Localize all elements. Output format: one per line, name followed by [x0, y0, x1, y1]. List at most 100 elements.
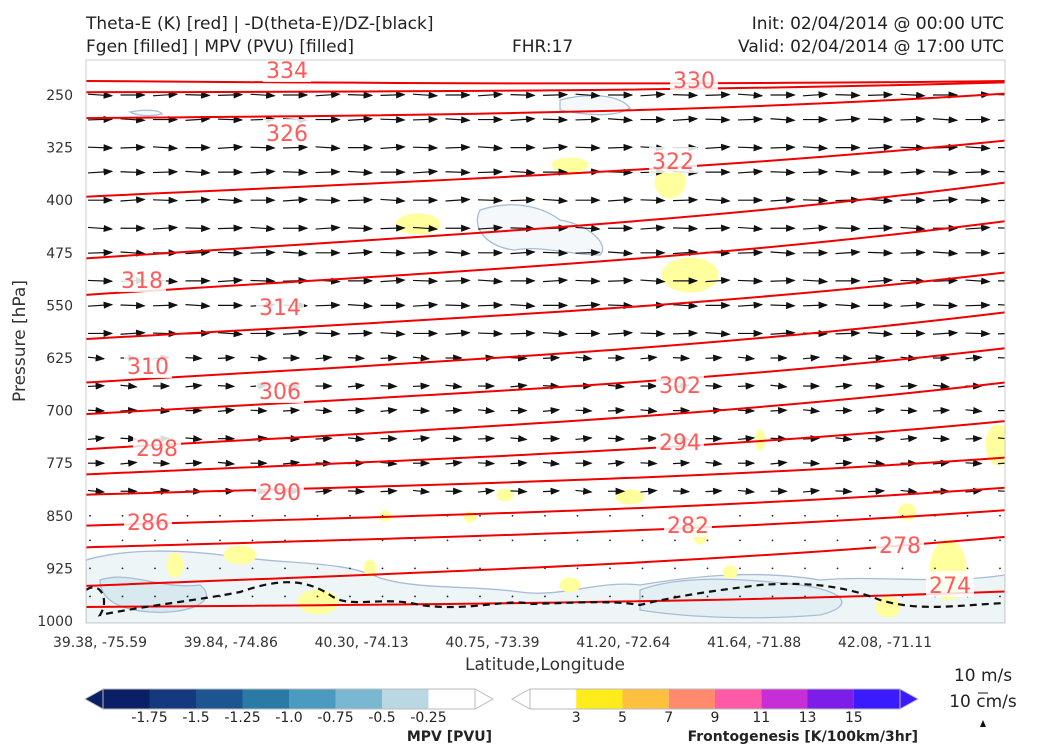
wind-vector: [87, 301, 114, 309]
wind-vector: [542, 407, 561, 415]
wind-vector: [965, 277, 991, 285]
theta-e-label: 322: [652, 150, 694, 175]
wind-vector: [607, 196, 634, 204]
wind-vector: [511, 514, 514, 517]
theta-e-label: 290: [259, 481, 301, 506]
wind-vector: [315, 487, 333, 495]
wind-vector: [609, 595, 611, 598]
wind-vector: [672, 459, 691, 467]
wind-vector: [445, 277, 471, 285]
wind-vector: [186, 595, 189, 598]
theta-e-label: 310: [127, 355, 169, 380]
wind-vector: [412, 91, 439, 99]
wind-vector: [347, 487, 366, 495]
wind-vector: [771, 539, 774, 542]
wind-vector: [87, 487, 106, 495]
wind-vector: [477, 224, 504, 232]
wind-vector: [607, 143, 634, 152]
theta-e-label: 282: [667, 514, 709, 539]
wind-vector: [284, 567, 286, 570]
wind-vector: [120, 143, 146, 152]
wind-vector: [607, 382, 626, 390]
fgen-region: [363, 559, 377, 577]
wind-vector: [997, 227, 1005, 229]
wind-vector: [217, 224, 244, 232]
wind-vector: [965, 435, 983, 443]
wind-vector: [575, 487, 593, 495]
wind-vector: [770, 329, 796, 337]
wind-vector: [154, 539, 156, 542]
wind-vector: [770, 168, 796, 176]
fgen-region: [297, 589, 339, 615]
wind-vector: [349, 514, 351, 517]
colorbar-segment: [622, 689, 669, 709]
wind-vector: [900, 224, 926, 233]
wind-vector: [542, 91, 569, 99]
wind-vector: [607, 301, 634, 310]
wind-vector: [380, 487, 398, 495]
wind-vector: [802, 144, 829, 152]
wind-vector: [932, 249, 959, 257]
wind-vector: [87, 168, 114, 176]
wind-vector: [965, 224, 991, 232]
wind-vector: [445, 329, 471, 337]
wind-vector: [999, 595, 1001, 598]
wind-vector: [121, 567, 124, 570]
y-tick-label: 400: [46, 193, 73, 209]
colorbar-segment: [335, 689, 382, 709]
wind-vector: [836, 567, 839, 570]
wind-vector: [315, 329, 341, 338]
wind-vector: [347, 115, 374, 123]
colorbar-tick-label: -1.5: [182, 710, 209, 726]
wind-vector: [315, 435, 333, 443]
wind-vector: [965, 329, 991, 338]
wind-vector: [479, 514, 481, 517]
wind-vector: [185, 91, 211, 99]
theta-e-label-bg: [133, 434, 181, 460]
wind-vector: [347, 354, 366, 362]
wind-vector: [705, 196, 731, 205]
wind-vector: [705, 143, 731, 151]
wind-vector: [479, 595, 481, 598]
wind-vector: [640, 329, 666, 338]
wind-vector: [510, 168, 536, 176]
wind-vector: [380, 354, 398, 362]
wind-vector: [672, 224, 699, 232]
wind-vector: [250, 224, 276, 233]
wind-vector: [510, 487, 528, 495]
wind-vector: [120, 196, 146, 204]
wind-vector: [510, 91, 536, 99]
wind-vector: [186, 539, 189, 542]
wind-vector: [87, 277, 114, 285]
wind-vector: [282, 168, 309, 176]
wind-vector: [771, 567, 774, 570]
wind-vector: [510, 115, 536, 123]
wind-vector: [672, 91, 699, 99]
ref-horizontal-label: 10 m/s: [954, 666, 1012, 686]
wind-vector: [869, 514, 871, 517]
wind-vector: [867, 330, 894, 338]
wind-vector: [640, 459, 658, 467]
fgen-region: [875, 596, 901, 618]
x-tick-label: 40.30, -74.13: [315, 635, 409, 651]
wind-vector: [575, 224, 601, 233]
wind-vector: [414, 539, 416, 542]
colorbar-tick-label: -1.75: [131, 710, 167, 726]
wind-vector: [737, 301, 764, 309]
wind-vector: [835, 354, 853, 362]
y-tick-label: 250: [46, 88, 73, 104]
theta-e-line: [86, 271, 1005, 341]
wind-vector: [705, 224, 731, 232]
wind-vector: [575, 435, 593, 443]
wind-vector: [412, 115, 439, 124]
wind-vector: [186, 567, 189, 570]
wind-vector: [120, 407, 138, 415]
colorbar-segment: [428, 689, 475, 709]
wind-vector: [835, 115, 861, 123]
wind-vector: [609, 539, 611, 542]
wind-vector: [672, 115, 699, 123]
wind-vector: [641, 514, 644, 517]
title-left-line1: Theta-E (K) [red] | -D(theta-E)/DZ-[blac…: [86, 14, 434, 34]
mpv-region: [128, 109, 163, 117]
wind-vector: [999, 539, 1001, 542]
